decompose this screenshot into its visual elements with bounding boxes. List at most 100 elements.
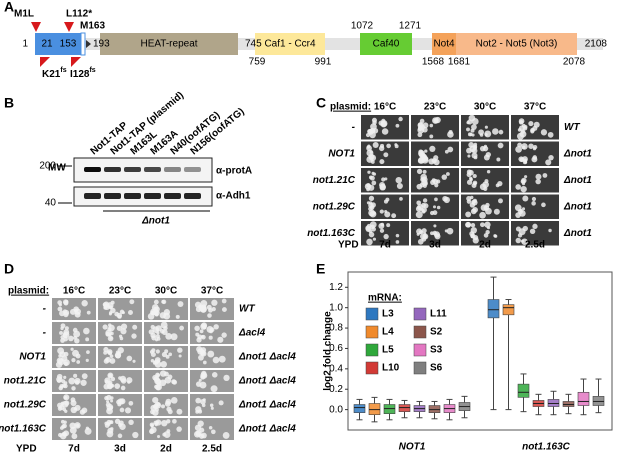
legend-title: mRNA: (368, 293, 402, 304)
colony (201, 372, 207, 378)
plot-frame (347, 271, 613, 431)
colony (80, 379, 87, 386)
colony (542, 173, 548, 178)
colony (378, 120, 384, 126)
colony (218, 355, 226, 363)
colony (471, 152, 478, 159)
colony (422, 198, 428, 203)
colony (207, 313, 212, 318)
colony (148, 329, 154, 335)
colony (156, 331, 160, 335)
colony (445, 172, 450, 176)
box (398, 404, 411, 412)
domain-box (100, 33, 238, 55)
colony (429, 123, 434, 128)
colony (379, 143, 385, 148)
colony (398, 116, 403, 122)
colony (371, 180, 377, 186)
mutation-superscript: fs (89, 67, 95, 74)
colony (473, 181, 477, 186)
colony (472, 198, 477, 203)
colony (422, 169, 427, 174)
colony (154, 313, 159, 317)
colony (84, 427, 92, 435)
legend-swatch (413, 343, 427, 357)
mutation-label: M163 (80, 21, 105, 32)
legend-label: L3 (382, 309, 394, 320)
y-tick-label: 0.6 (329, 343, 343, 354)
colony (466, 199, 472, 204)
colony (379, 184, 386, 191)
colony (548, 228, 552, 233)
strain-name: Δnot1 Δacl4 (238, 352, 296, 363)
colony (128, 400, 134, 406)
colony (416, 168, 423, 175)
colony (532, 223, 538, 229)
band (104, 193, 121, 199)
colony (150, 426, 157, 434)
colony (163, 431, 171, 438)
colony (365, 225, 371, 231)
colony (213, 324, 219, 330)
colony (152, 360, 157, 365)
colony (206, 304, 212, 310)
colony (199, 381, 207, 389)
box (517, 383, 530, 398)
colony (208, 335, 213, 340)
colony (518, 125, 526, 132)
colony (531, 196, 537, 202)
colony (61, 383, 67, 388)
colony (166, 406, 172, 412)
temperature-label: 37°C (524, 102, 546, 113)
colony (497, 142, 504, 149)
colony (154, 384, 159, 389)
y-tick-label: 0.0 (329, 404, 343, 415)
colony (155, 349, 160, 354)
colony (223, 374, 230, 381)
colony (530, 127, 535, 133)
band (84, 193, 101, 199)
colony (195, 397, 202, 404)
colony (160, 404, 165, 409)
y-tick-label: 0.8 (329, 323, 343, 334)
colony (202, 360, 207, 365)
colony (391, 213, 397, 219)
colony (74, 422, 81, 429)
colony (57, 300, 63, 305)
legend-label: S3 (430, 345, 443, 356)
colony (150, 324, 155, 330)
colony (69, 426, 77, 434)
strain-name: Δnot1 (563, 228, 592, 239)
colony (85, 358, 89, 362)
blot (73, 186, 213, 207)
colony (197, 334, 203, 340)
colony (523, 125, 528, 129)
colony (423, 203, 429, 209)
colony (120, 323, 128, 330)
colony (132, 431, 139, 439)
colony (156, 434, 161, 439)
colony (441, 174, 448, 180)
colony (116, 312, 123, 319)
colony (417, 122, 424, 129)
colony (194, 424, 202, 431)
colony (396, 183, 403, 190)
domain-box (35, 33, 81, 55)
colony (519, 130, 527, 138)
mutation-superscript: fs (60, 67, 66, 74)
colony (415, 211, 423, 219)
colony (371, 117, 377, 123)
legend-swatch (365, 325, 379, 339)
colony (368, 209, 376, 217)
colony (369, 131, 376, 139)
colony (177, 347, 183, 353)
colony (479, 133, 484, 137)
colony (498, 198, 503, 204)
y-tick-label: 0.2 (329, 384, 343, 395)
position-label: 193 (93, 39, 110, 50)
colony (63, 396, 68, 400)
colony (484, 130, 492, 138)
colony (492, 128, 499, 135)
colony (161, 299, 167, 305)
colony (416, 232, 420, 236)
